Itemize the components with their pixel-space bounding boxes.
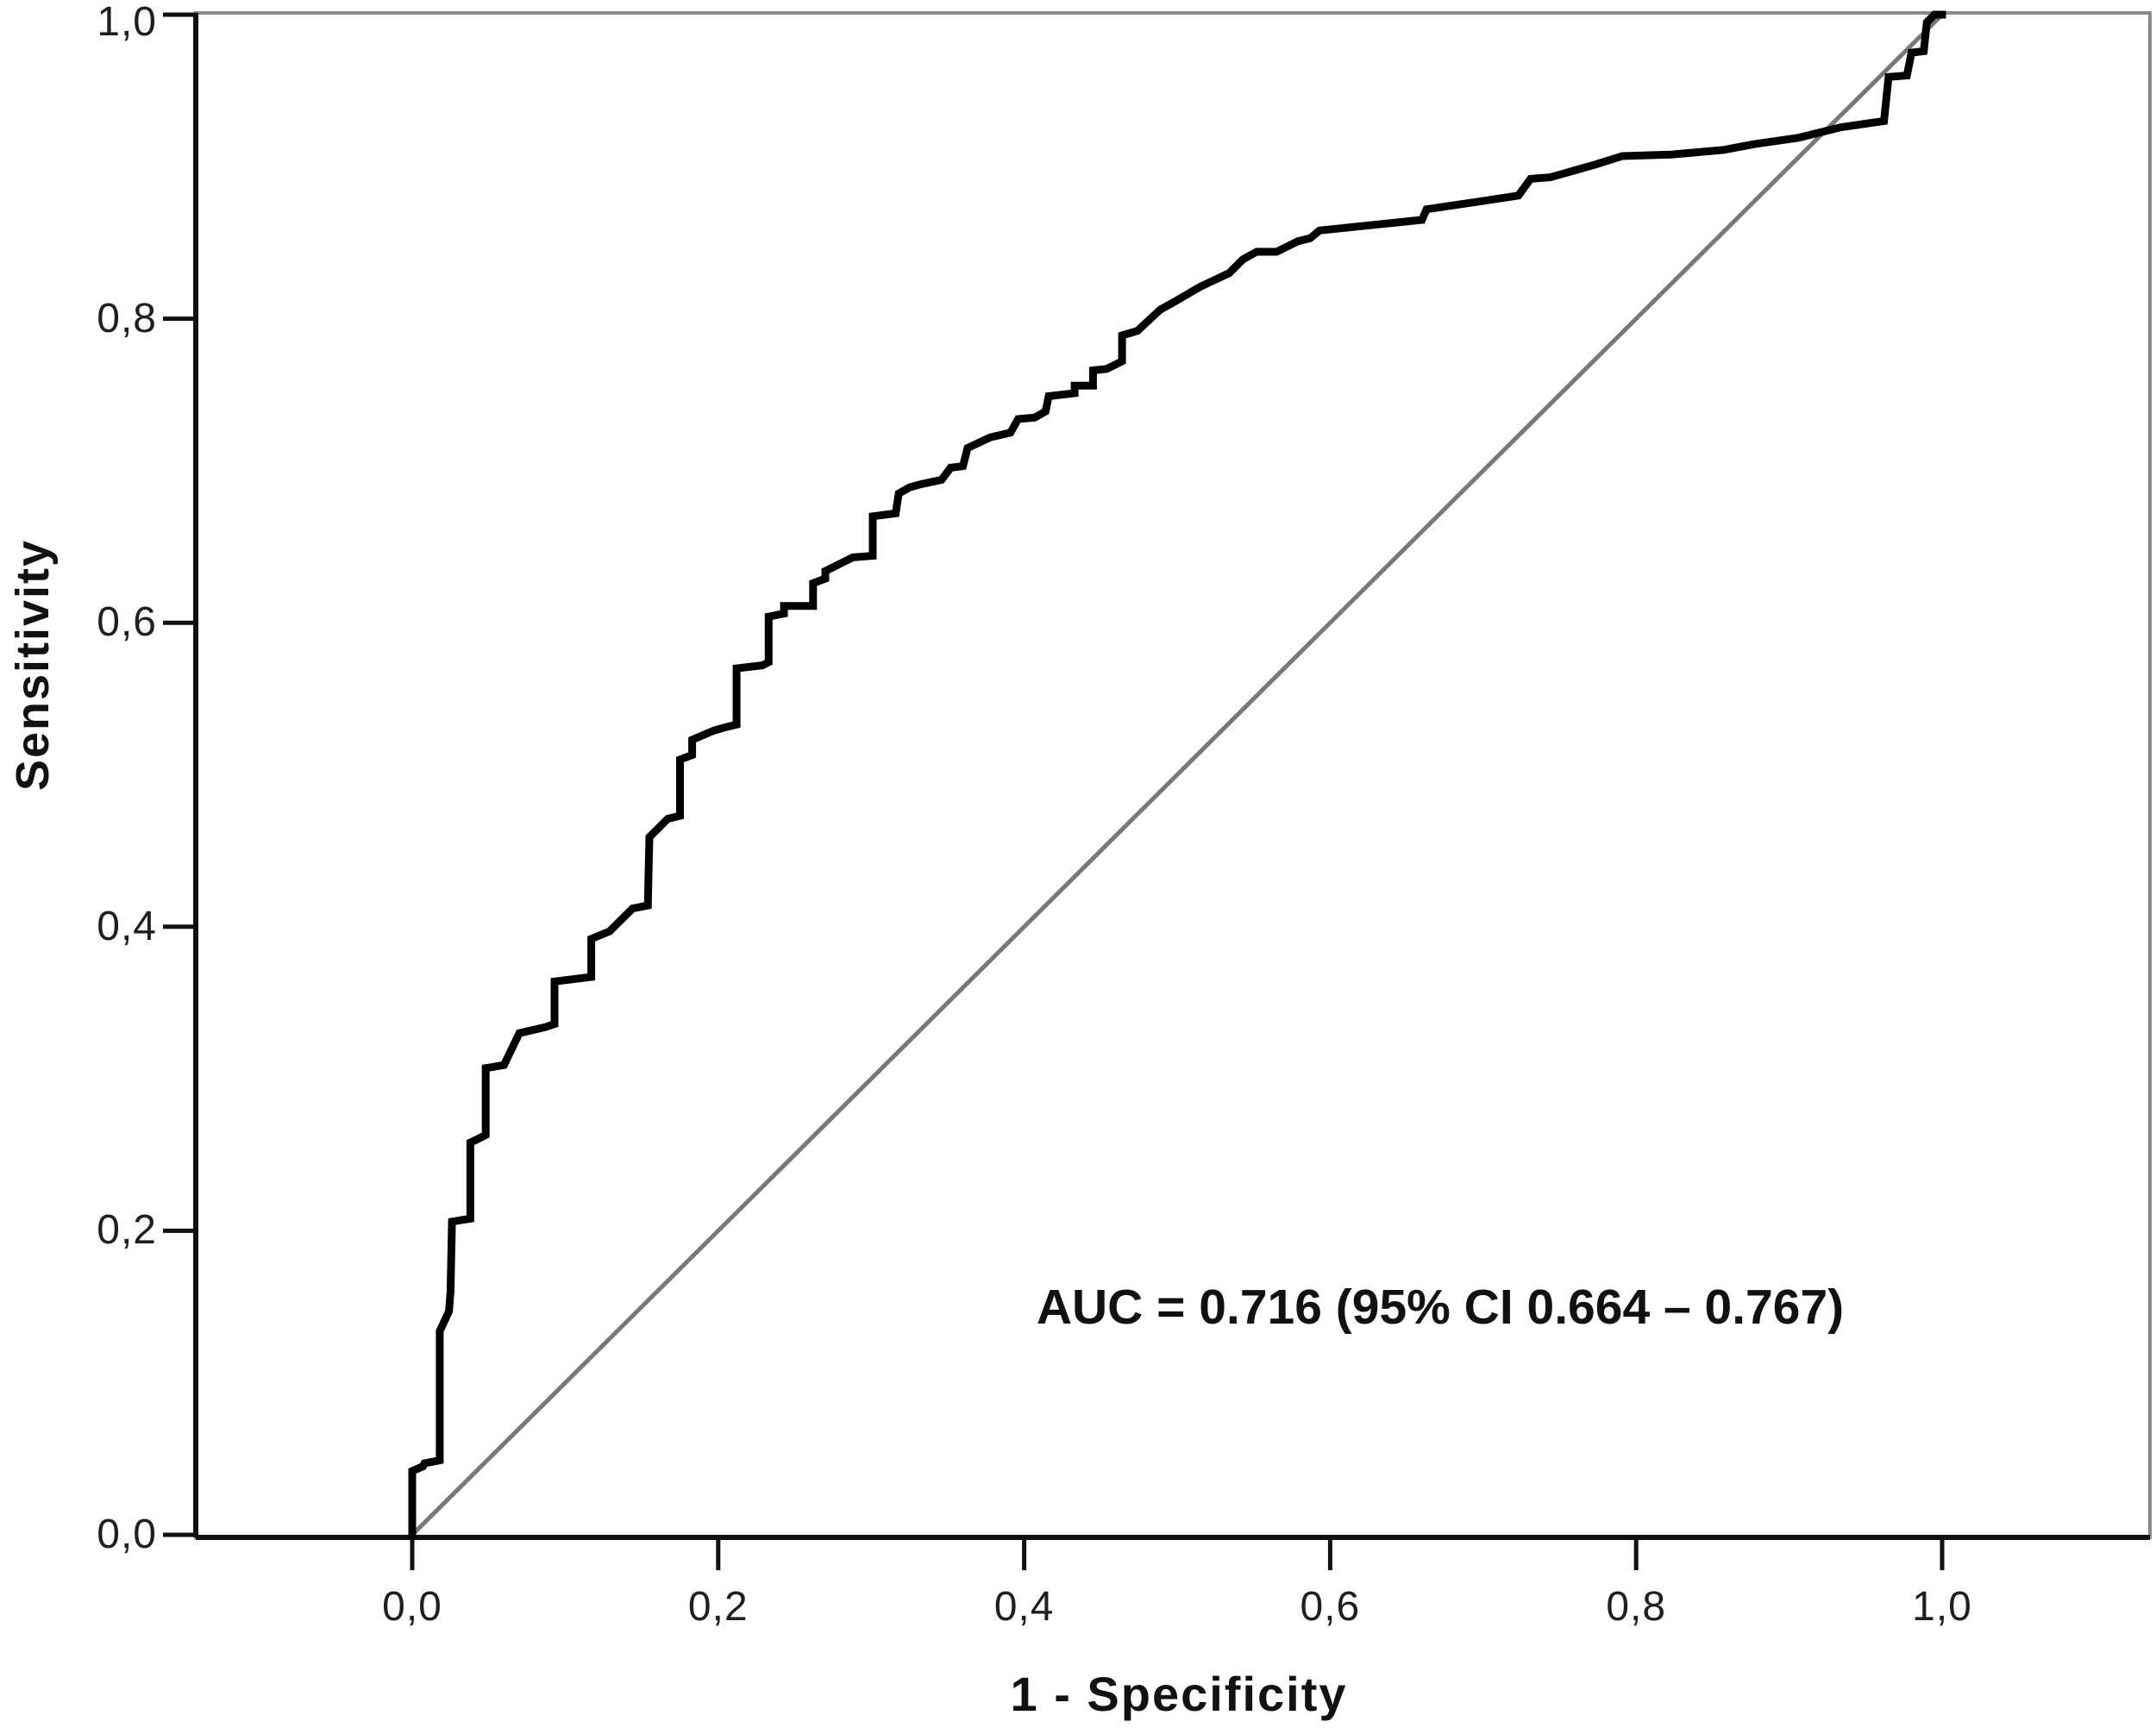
plot-frame xyxy=(194,11,2152,1539)
roc-curve xyxy=(408,10,1946,1539)
reference-diagonal-line xyxy=(411,13,1944,1537)
